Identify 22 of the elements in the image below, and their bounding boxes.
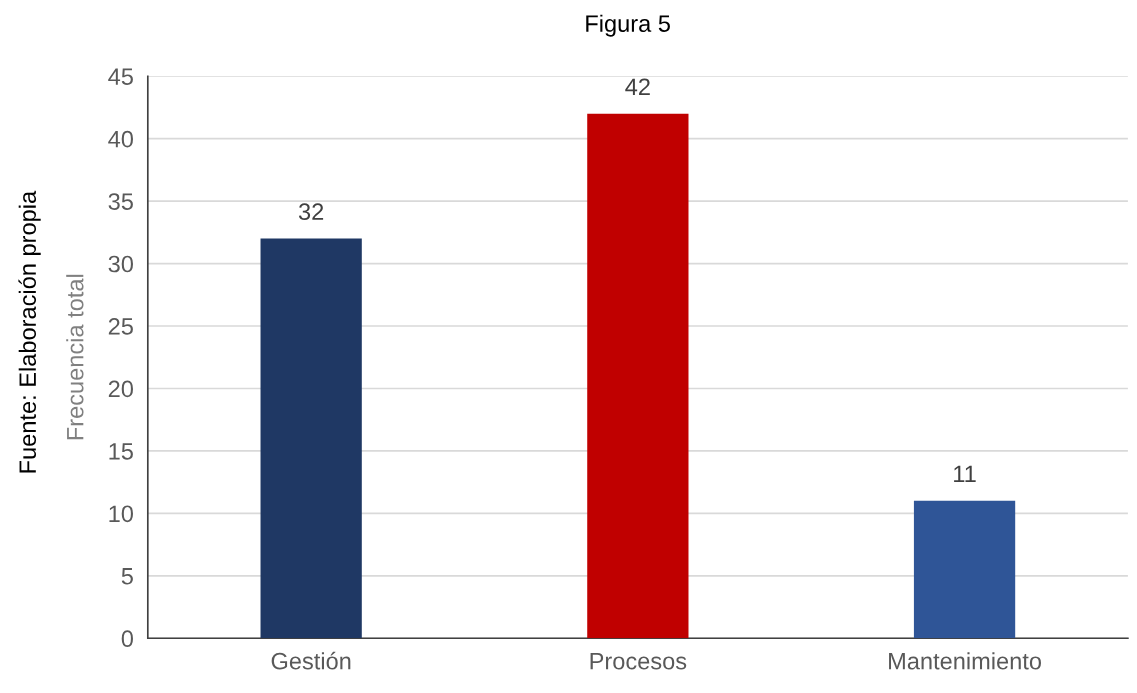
y-axis-title: Frecuencia total xyxy=(66,274,84,440)
x-tick-label: Gestión xyxy=(271,651,351,670)
data-label: 42 xyxy=(625,78,650,95)
y-tick-label: 30 xyxy=(108,255,133,273)
data-label: 32 xyxy=(298,203,324,221)
bar xyxy=(260,238,362,639)
y-tick-label: 15 xyxy=(109,443,133,460)
bar xyxy=(587,113,689,639)
y-tick-label: 45 xyxy=(108,68,133,86)
y-tick-label: 0 xyxy=(121,630,133,648)
bar xyxy=(913,500,1016,639)
x-tick-label: Procesos xyxy=(590,653,687,670)
x-tick-label: Mantenimiento xyxy=(889,652,1041,670)
y-tick-label: 20 xyxy=(108,380,133,398)
y-tick-label: 5 xyxy=(121,568,133,585)
data-label: 11 xyxy=(954,465,976,483)
chart-title: Figura 5 xyxy=(586,14,670,37)
y-tick-label: 35 xyxy=(108,193,133,210)
y-tick-label: 10 xyxy=(109,505,133,523)
y-tick-label: 25 xyxy=(108,318,133,335)
y-tick-label: 40 xyxy=(108,130,133,148)
source-note: Fuente: Elaboración propia xyxy=(18,190,41,473)
